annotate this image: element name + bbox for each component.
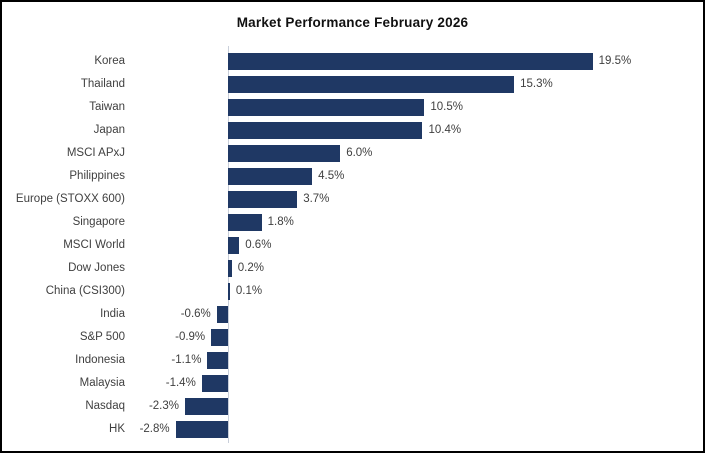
bar [207,352,228,369]
category-label: MSCI APxJ [66,147,125,159]
chart-row: India -0.6% [2,303,703,326]
chart-row: Nasdaq -2.3% [2,395,703,418]
category-label: Korea [94,55,125,67]
category-label: Nasdaq [85,400,125,412]
value-label: -0.6% [180,308,211,320]
category-label: Taiwan [89,101,125,113]
chart-row: Europe (STOXX 600) 3.7% [2,188,703,211]
value-label: -1.4% [165,377,196,389]
chart-row: Singapore 1.8% [2,211,703,234]
value-label: 6.0% [346,147,373,159]
chart-row: Taiwan 10.5% [2,96,703,119]
bar [228,76,515,93]
chart-row: Philippines 4.5% [2,165,703,188]
chart-row: China (CSI300) 0.1% [2,280,703,303]
chart-row: HK -2.8% [2,418,703,441]
bar [228,237,240,254]
value-label: 4.5% [318,170,345,182]
chart-row: Malaysia -1.4% [2,372,703,395]
bar [228,99,425,116]
category-label: Singapore [72,216,125,228]
value-label: -2.8% [139,423,170,435]
value-label: 0.2% [237,262,264,274]
bar [228,191,298,208]
bar [228,122,423,139]
bar [228,214,262,231]
category-label: Indonesia [75,354,125,366]
value-label: 0.6% [245,239,272,251]
chart-row: MSCI APxJ 6.0% [2,142,703,165]
value-label: 10.4% [428,124,462,136]
chart-row: S&P 500 -0.9% [2,326,703,349]
chart-title: Market Performance February 2026 [236,15,469,30]
bar-chart: Korea 19.5% Thailand 15.3% Taiwan 10.5% Japan 1… [2,46,703,443]
bar [201,375,228,392]
value-label: 3.7% [303,193,330,205]
bar [211,329,228,346]
category-label: Europe (STOXX 600) [15,193,125,205]
bar [184,398,228,415]
category-label: HK [109,423,125,435]
category-label: S&P 500 [79,331,125,343]
category-label: Thailand [80,78,125,90]
value-label: -0.9% [175,331,206,343]
category-label: China (CSI300) [45,285,125,297]
value-label: 19.5% [598,55,632,67]
chart-row: Japan 10.4% [2,119,703,142]
category-label: Dow Jones [68,262,125,274]
category-label: India [100,308,125,320]
bar [228,53,593,70]
bar [216,306,228,323]
bar [175,421,228,438]
category-label: Malaysia [79,377,125,389]
chart-row: Indonesia -1.1% [2,349,703,372]
category-label: Philippines [69,170,125,182]
chart-row: Thailand 15.3% [2,73,703,96]
chart-row: Dow Jones 0.2% [2,257,703,280]
category-label: Japan [93,124,125,136]
bar [228,260,232,277]
chart-row: MSCI World 0.6% [2,234,703,257]
category-label: MSCI World [63,239,125,251]
value-label: 15.3% [520,78,553,90]
chart-row: Korea 19.5% [2,50,703,73]
bar [228,168,313,185]
bar [228,283,230,300]
value-label: 0.1% [235,285,263,297]
value-label: 1.8% [267,216,294,228]
value-label: -1.1% [171,354,202,366]
value-label: 10.5% [430,101,463,113]
value-label: -2.3% [148,400,179,412]
bar [228,145,341,162]
